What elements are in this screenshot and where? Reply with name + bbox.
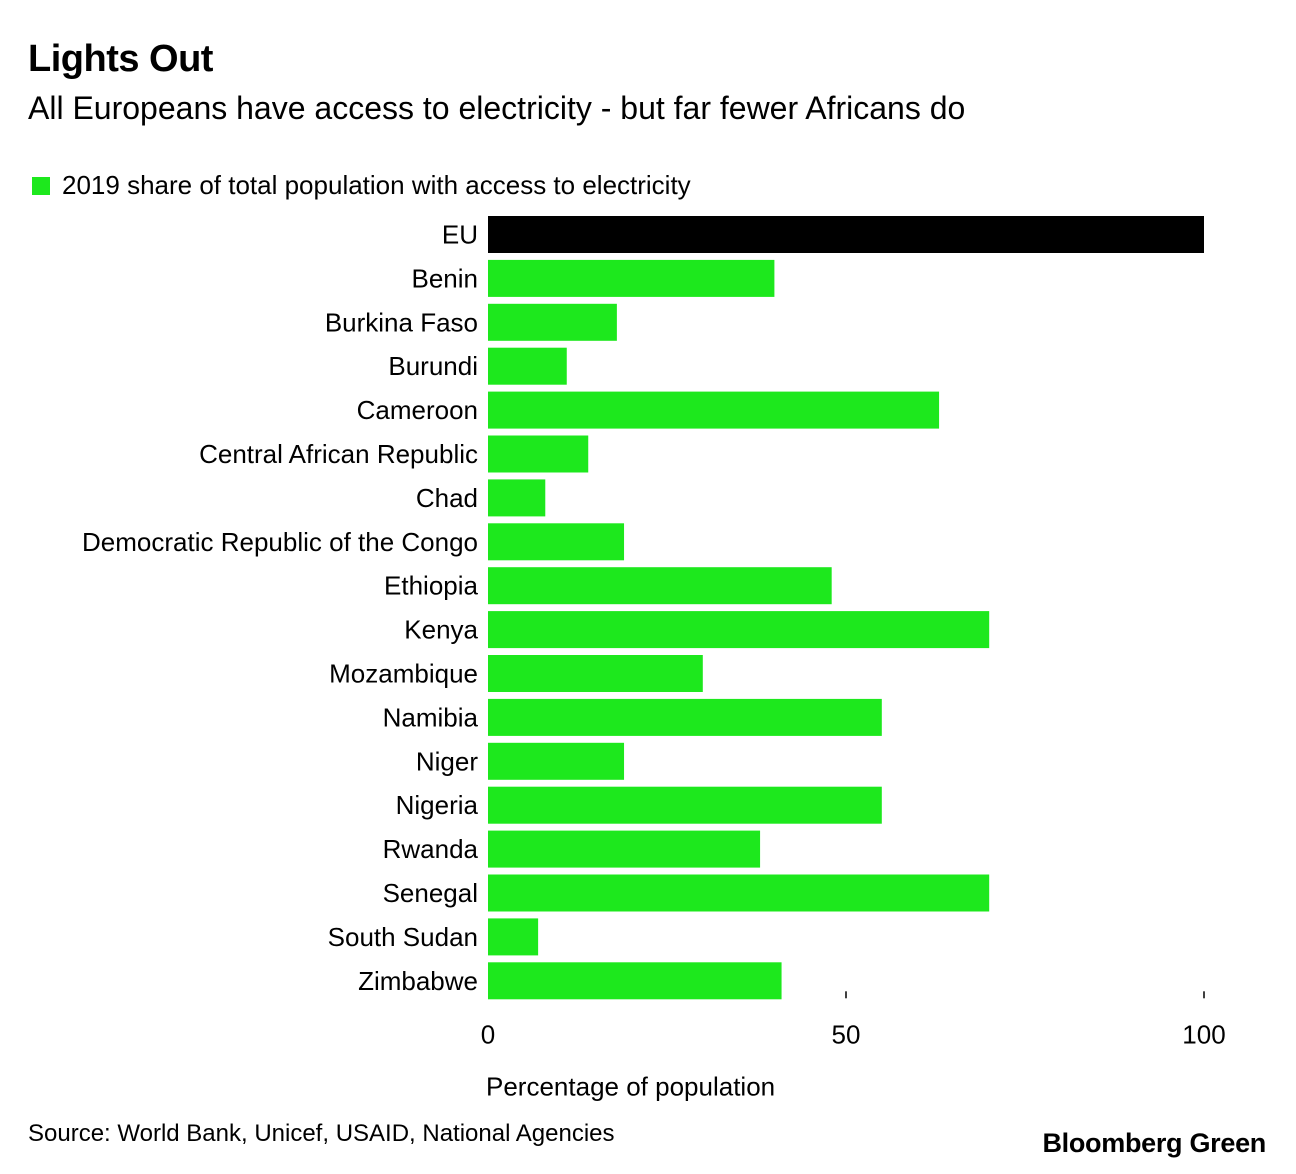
bar-senegal (488, 874, 990, 912)
bar-chad (488, 479, 546, 517)
legend: 2019 share of total population with acce… (32, 170, 691, 201)
bar-burundi (488, 347, 567, 385)
bar-rwanda (488, 830, 761, 868)
category-label: Democratic Republic of the Congo (82, 527, 478, 557)
source-note: Source: World Bank, Unicef, USAID, Natio… (28, 1120, 615, 1147)
x-tick-label: 50 (832, 1019, 861, 1049)
category-label: Namibia (383, 702, 479, 732)
category-label: Benin (412, 263, 479, 293)
bar-zimbabwe (488, 962, 782, 1000)
bar-democratic-republic-of-the-congo (488, 523, 625, 561)
legend-label: 2019 share of total population with acce… (62, 170, 691, 200)
category-label: Zimbabwe (358, 966, 478, 996)
category-label: Mozambique (329, 659, 478, 689)
bar-eu (488, 216, 1204, 253)
bar-burkina-faso (488, 303, 617, 341)
bar-benin (488, 259, 775, 297)
category-label: Rwanda (383, 834, 479, 864)
category-label: EU (442, 220, 478, 250)
category-label: Burundi (388, 351, 478, 381)
chart-subtitle: All Europeans have access to electricity… (28, 90, 966, 126)
category-label: Chad (416, 483, 478, 513)
bar-nigeria (488, 786, 882, 824)
x-tick-label: 0 (481, 1019, 495, 1049)
category-label: Kenya (404, 615, 478, 645)
x-axis-title: Percentage of population (486, 1071, 775, 1101)
category-label: South Sudan (328, 922, 478, 952)
legend-swatch (32, 176, 50, 195)
category-label: Senegal (383, 878, 478, 908)
bar-namibia (488, 698, 882, 736)
category-label: Burkina Faso (325, 307, 478, 337)
x-tick-label: 100 (1182, 1019, 1225, 1049)
category-label: Cameroon (357, 395, 478, 425)
category-label: Central African Republic (199, 439, 478, 469)
bar-ethiopia (488, 567, 832, 605)
category-label: Niger (416, 746, 478, 776)
chart-title: Lights Out (28, 38, 213, 80)
bar-niger (488, 742, 625, 780)
bar-cameroon (488, 391, 940, 429)
brand-logo: Bloomberg Green (1042, 1128, 1266, 1158)
bar-south-sudan (488, 918, 539, 956)
bar-central-african-republic (488, 435, 589, 473)
bar-kenya (488, 611, 990, 649)
bar-mozambique (488, 655, 703, 692)
category-label: Nigeria (396, 790, 479, 820)
category-label: Ethiopia (384, 571, 478, 601)
